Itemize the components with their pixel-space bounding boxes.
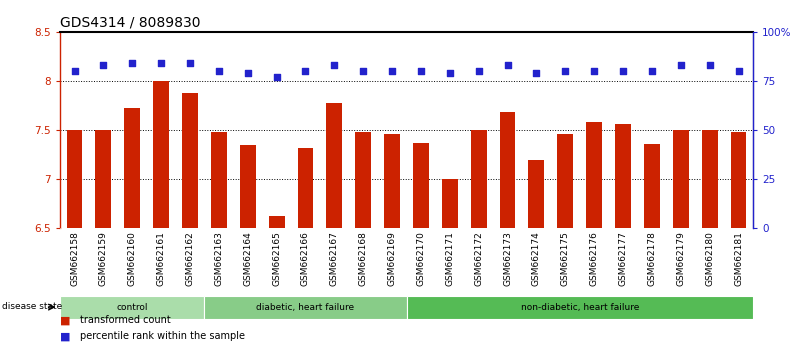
Point [328, 62, 340, 68]
Point [241, 70, 254, 76]
Point [385, 68, 398, 74]
Point [703, 62, 716, 68]
Bar [406, 296, 753, 319]
Bar [644, 144, 660, 228]
Text: transformed count: transformed count [80, 315, 171, 325]
Text: non-diabetic, heart failure: non-diabetic, heart failure [521, 303, 639, 312]
Bar [529, 160, 545, 228]
Bar [66, 130, 83, 228]
Bar [95, 130, 111, 228]
Bar [356, 132, 371, 228]
Bar [673, 130, 689, 228]
Bar [731, 132, 747, 228]
Bar [586, 122, 602, 228]
Point [444, 70, 457, 76]
Bar [239, 145, 256, 228]
Bar [124, 108, 140, 228]
Point [588, 68, 601, 74]
Point [501, 62, 514, 68]
Text: control: control [116, 303, 148, 312]
Point [617, 68, 630, 74]
Bar [471, 130, 487, 228]
Point [299, 68, 312, 74]
Point [68, 68, 81, 74]
Point [530, 70, 543, 76]
Bar [442, 179, 457, 228]
Text: percentile rank within the sample: percentile rank within the sample [80, 331, 245, 341]
Bar [297, 148, 313, 228]
Point [183, 61, 196, 66]
Bar [211, 132, 227, 228]
Bar [413, 143, 429, 228]
Bar [384, 134, 400, 228]
Bar [268, 216, 284, 228]
Point [212, 68, 225, 74]
Bar [557, 134, 574, 228]
Point [646, 68, 658, 74]
Text: GDS4314 / 8089830: GDS4314 / 8089830 [60, 15, 200, 29]
Bar [204, 296, 406, 319]
Point [270, 74, 283, 80]
Point [559, 68, 572, 74]
Text: diabetic, heart failure: diabetic, heart failure [256, 303, 355, 312]
Bar [500, 113, 516, 228]
Point [356, 68, 369, 74]
Point [415, 68, 428, 74]
Point [674, 62, 687, 68]
Bar [182, 93, 198, 228]
Point [473, 68, 485, 74]
Bar [702, 130, 718, 228]
Point [126, 61, 139, 66]
Point [155, 61, 167, 66]
Text: ■: ■ [60, 315, 70, 325]
Point [732, 68, 745, 74]
Bar [615, 124, 631, 228]
Bar [153, 81, 169, 228]
Point [97, 62, 110, 68]
Text: ■: ■ [60, 331, 70, 341]
Bar [326, 103, 342, 228]
Bar [60, 296, 204, 319]
Text: disease state: disease state [2, 302, 62, 311]
